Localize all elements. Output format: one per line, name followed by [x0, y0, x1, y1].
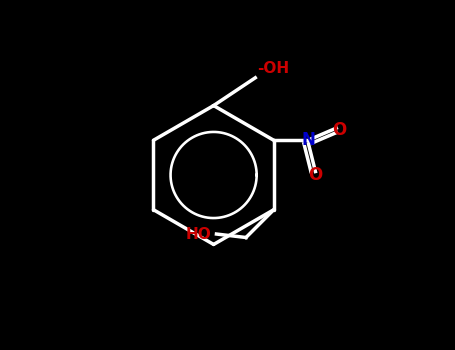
- Text: HO: HO: [186, 226, 211, 242]
- Text: O: O: [308, 166, 323, 184]
- Text: N: N: [302, 131, 315, 149]
- Text: -OH: -OH: [257, 61, 289, 76]
- Text: O: O: [333, 121, 347, 139]
